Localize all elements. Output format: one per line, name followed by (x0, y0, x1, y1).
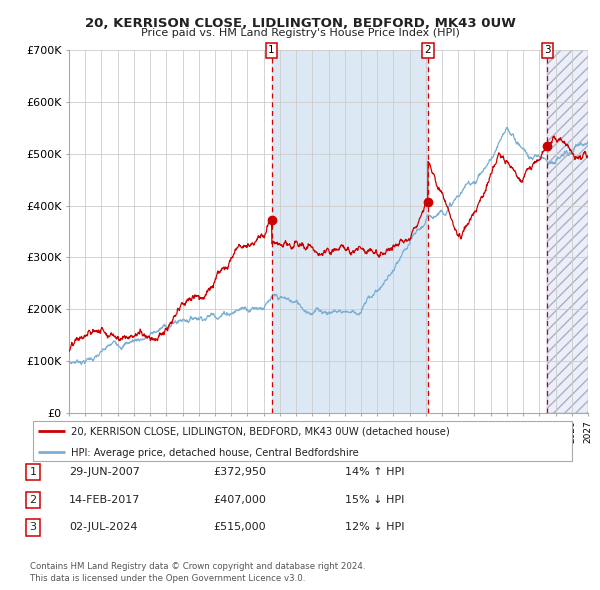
Text: 29-JUN-2007: 29-JUN-2007 (69, 467, 140, 477)
Text: 12% ↓ HPI: 12% ↓ HPI (345, 523, 404, 532)
Text: 2: 2 (29, 495, 37, 504)
Text: Price paid vs. HM Land Registry's House Price Index (HPI): Price paid vs. HM Land Registry's House … (140, 28, 460, 38)
Text: 14-FEB-2017: 14-FEB-2017 (69, 495, 140, 504)
Text: HPI: Average price, detached house, Central Bedfordshire: HPI: Average price, detached house, Cent… (71, 448, 359, 458)
Text: 1: 1 (29, 467, 37, 477)
Bar (547, 50, 588, 413)
Text: 02-JUL-2024: 02-JUL-2024 (69, 523, 137, 532)
Text: 20, KERRISON CLOSE, LIDLINGTON, BEDFORD, MK43 0UW (detached house): 20, KERRISON CLOSE, LIDLINGTON, BEDFORD,… (71, 427, 450, 437)
Text: 2: 2 (424, 45, 431, 55)
Text: £407,000: £407,000 (213, 495, 266, 504)
Bar (547, 50, 588, 413)
Text: 20, KERRISON CLOSE, LIDLINGTON, BEDFORD, MK43 0UW: 20, KERRISON CLOSE, LIDLINGTON, BEDFORD,… (85, 17, 515, 30)
Text: 14% ↑ HPI: 14% ↑ HPI (345, 467, 404, 477)
Text: £372,950: £372,950 (213, 467, 266, 477)
Text: 1: 1 (268, 45, 275, 55)
Text: 3: 3 (29, 523, 37, 532)
FancyBboxPatch shape (33, 421, 572, 461)
Text: Contains HM Land Registry data © Crown copyright and database right 2024.
This d: Contains HM Land Registry data © Crown c… (30, 562, 365, 583)
Text: 3: 3 (544, 45, 551, 55)
Text: £515,000: £515,000 (213, 523, 266, 532)
Text: 15% ↓ HPI: 15% ↓ HPI (345, 495, 404, 504)
Bar (272, 50, 428, 413)
